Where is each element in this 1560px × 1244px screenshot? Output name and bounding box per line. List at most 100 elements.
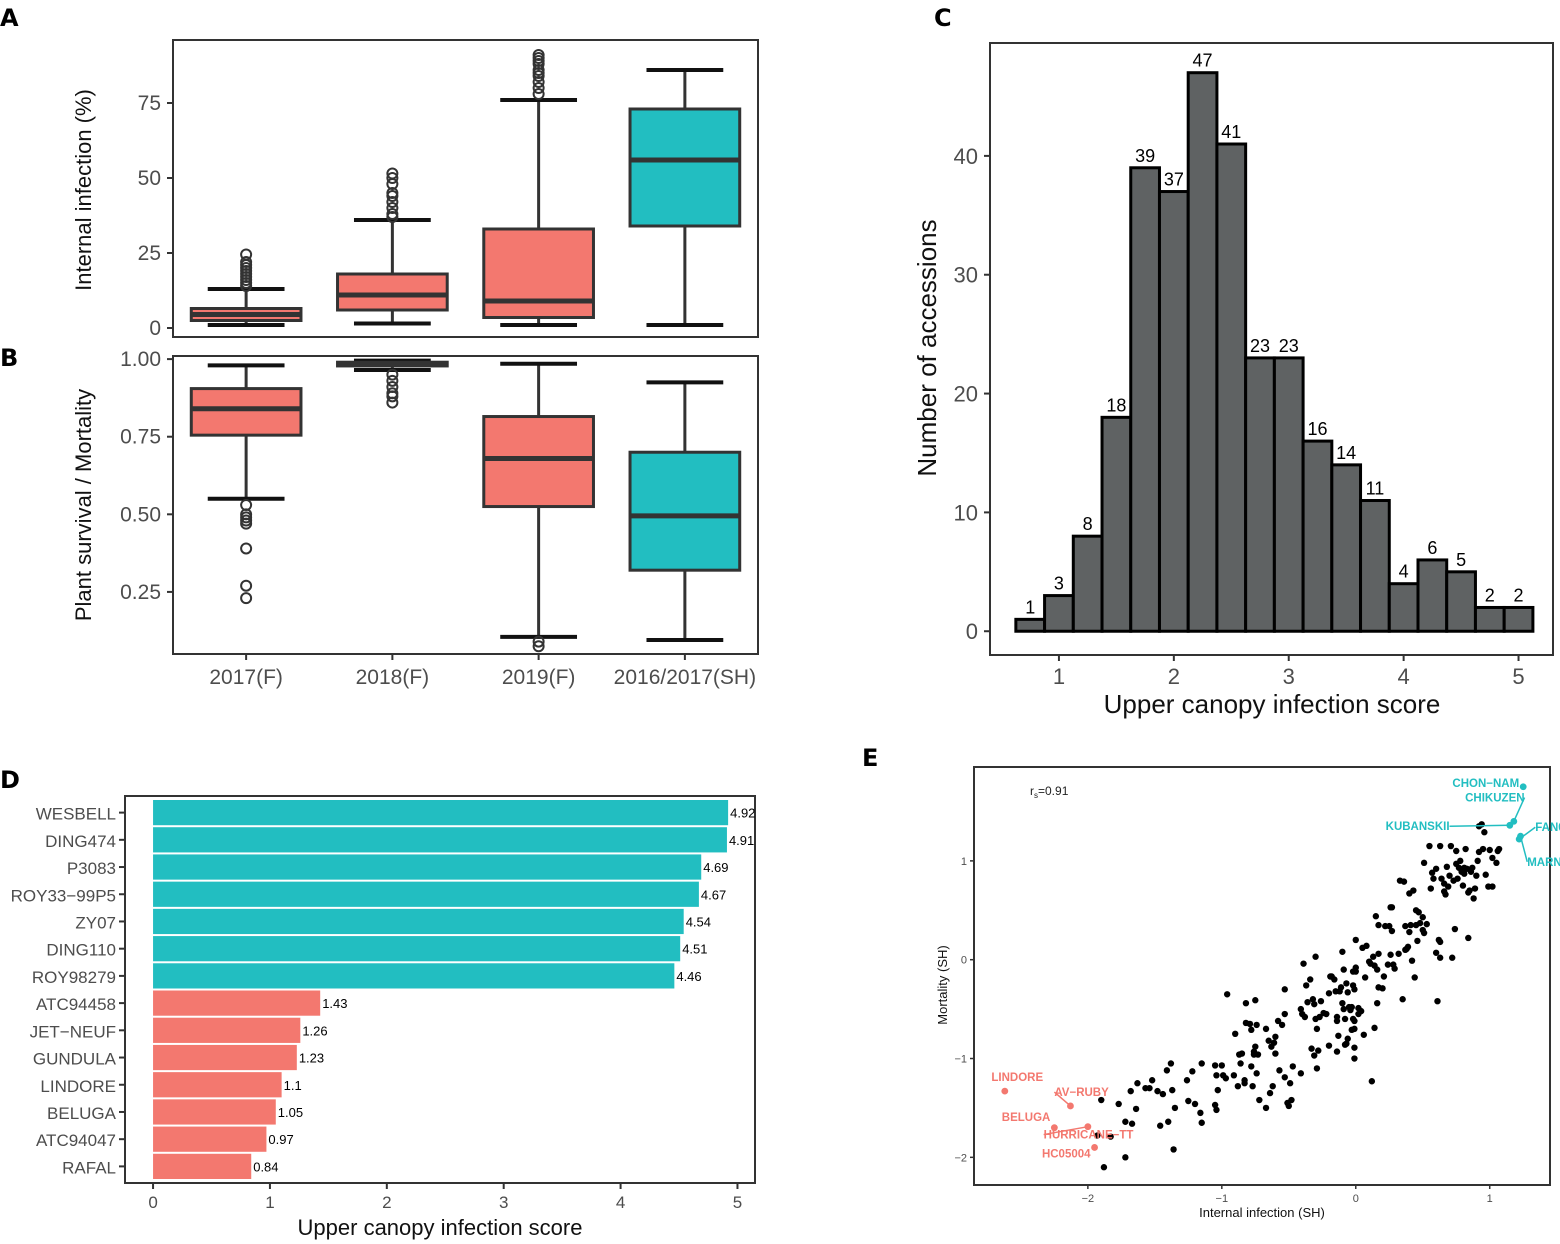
bar-data-label: 1.05 [278,1105,303,1120]
category-label: WESBELL [36,805,116,824]
label-leader-line [1449,824,1510,827]
scatter-point [1348,1003,1355,1011]
box-iqr [189,387,303,437]
y-tick-label: 0.25 [120,581,161,604]
scatter-point [1434,997,1441,1005]
histogram-bar [1359,499,1391,633]
panel-b-x-ticks: 2017(F) 2018(F) 2019(F) 2016/2017(SH) [209,654,756,689]
panel-e-frame [973,766,1551,1186]
bar-data-label: 0.97 [268,1132,293,1147]
scatter-point [1438,875,1445,882]
bar-data-label: 39 [1135,146,1155,166]
x-tick-label: −1 [1216,1193,1229,1205]
outlier-point [532,82,545,94]
scatter-point [1211,1062,1219,1069]
labeled-point-kubanskii: KUBANSKII [1386,821,1514,833]
scatter-point [1416,919,1424,927]
scatter-point [1189,1068,1196,1075]
highlighted-point [1001,1087,1009,1095]
bar-data-label: 4.46 [676,969,701,984]
scatter-point [1432,865,1440,872]
scatter-point [1391,965,1398,972]
scatter-point [1420,929,1428,937]
scatter-point [1122,1118,1129,1125]
bar [153,1072,282,1098]
box-iqr [482,415,595,509]
panel-b-survival-boxplot: 0.250.500.751.00 2017(F) 2018(F) 2019(F) 20… [71,348,759,689]
scatter-point [1443,863,1451,871]
label-leader-line [1053,1091,1071,1107]
bar-data-label: 3 [1054,574,1064,594]
scatter-point [1171,1104,1179,1112]
scatter-point [1415,909,1422,916]
y-tick-label: 10 [954,500,978,525]
scatter-point [1262,1025,1270,1033]
scatter-point [1154,1087,1161,1095]
bar-data-label: 4.67 [701,887,726,902]
scatter-point [1419,914,1426,921]
scatter-point [1423,920,1430,928]
category-label: ATC94047 [36,1131,116,1150]
x-tick-label: 0 [148,1193,157,1212]
highlighted-point [1519,783,1527,791]
panel-b-frame [172,355,759,655]
scatter-point [1466,887,1473,894]
bar-row: 1.26 JET−NEUF [30,1017,328,1043]
scatter-point [1288,1096,1295,1104]
scatter-point [1444,883,1452,890]
scatter-point [1432,949,1440,956]
scatter-point [1115,1100,1122,1108]
histogram-bar [1043,594,1075,633]
bar-row: 4.67 ROY33−99P5 [11,881,726,907]
bar-row: 1.1 LINDORE [40,1072,302,1098]
histogram-bar [1301,439,1334,633]
scatter-point [1372,913,1380,920]
scatter-point [1304,998,1311,1006]
scatter-point [1351,986,1358,993]
scatter-point [1447,842,1455,850]
box-2017f [189,248,303,327]
scatter-point [1107,1133,1114,1140]
panel-b-y-ticks: 0.25 0.50 0.75 1.00 [120,348,173,604]
y-tick-label: 1.00 [120,348,161,371]
panel-e-x-axis-title: Internal infection (SH) [1199,1205,1325,1220]
scatter-point [1276,1067,1283,1074]
scatter-point [1246,1020,1254,1028]
scatter-point [1252,997,1259,1004]
category-label: GUNDULA [33,1050,117,1069]
scatter-point [1388,904,1396,911]
bar [153,1044,297,1071]
histogram-bar [1186,71,1219,633]
scatter-point [1340,1005,1347,1013]
outlier-point [240,592,253,605]
scatter-point [1265,1037,1272,1044]
scatter-point [1465,934,1472,942]
scatter-point [1281,986,1288,993]
x-tick-label: 2018(F) [356,666,430,689]
bar-data-label: 4.54 [686,914,711,929]
scatter-point [1368,1078,1376,1085]
panel-d-frame [124,795,756,1184]
outlier-point [532,635,545,648]
scatter-point [1410,887,1417,894]
scatter-point [1489,883,1496,890]
scatter-point [1311,1052,1318,1059]
scatter-point [1312,953,1319,960]
scatter-point [1461,870,1468,877]
category-label: BELUGA [47,1104,117,1123]
x-tick-label: 1 [1053,664,1065,689]
histogram-bar [1272,356,1305,633]
box-20162017sh [628,68,742,327]
highlighted-point [1517,832,1524,840]
x-tick-label: 5 [733,1193,742,1212]
histogram-bar [1387,582,1420,633]
scatter-point [1213,1072,1220,1079]
scatter-point [1380,973,1388,980]
histogram-bar [1100,415,1133,633]
panel-e-y-axis-title: Mortality (SH) [935,945,950,1024]
scatter-point [1094,1132,1101,1139]
point-label: BELUGA [1002,1112,1051,1124]
y-tick-label: 1 [961,856,967,868]
box-2019f [482,49,595,327]
label-leader-line [1519,835,1528,863]
